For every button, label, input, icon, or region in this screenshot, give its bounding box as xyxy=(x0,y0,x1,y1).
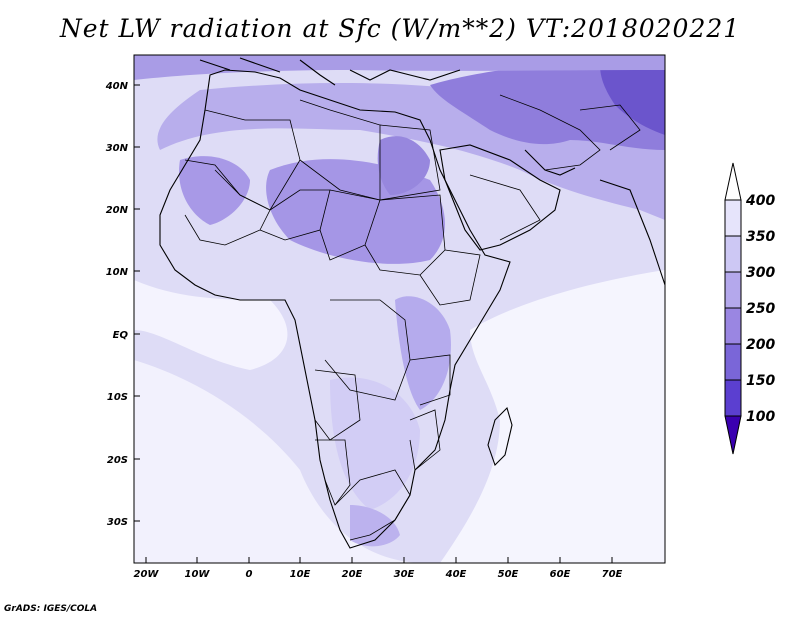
colorbar-label: 250 xyxy=(746,301,775,317)
lon-label: 10W xyxy=(185,569,211,580)
colorbar-label: 200 xyxy=(746,337,775,353)
india-coastline xyxy=(599,179,665,286)
radiation-field xyxy=(134,55,665,563)
border-tanzania xyxy=(409,354,451,406)
lon-label: 60E xyxy=(550,569,571,580)
lon-label: 10E xyxy=(290,569,311,580)
colorbar-max-arrow xyxy=(724,162,742,201)
border-iran xyxy=(499,94,601,171)
country-borders xyxy=(184,94,641,541)
lon-label: 50E xyxy=(498,569,519,580)
colorbar-swatch xyxy=(724,199,742,237)
border-libya xyxy=(299,99,381,201)
field-low-lw-indian-ocean xyxy=(440,270,665,563)
border-saudi xyxy=(469,174,541,241)
border-egypt xyxy=(379,124,441,201)
colorbar-swatch xyxy=(724,343,742,381)
border-namibia xyxy=(315,439,351,506)
field-low-lw-sw-ocean xyxy=(134,360,420,563)
colorbar-label: 150 xyxy=(746,373,775,389)
field-south-africa-tip xyxy=(350,505,400,547)
lat-label: EQ xyxy=(113,330,129,341)
field-west-sahara xyxy=(179,156,250,225)
colorbar-label: 100 xyxy=(746,409,775,425)
field-egypt xyxy=(377,136,430,195)
colorbar-swatch xyxy=(724,307,742,345)
border-sudan xyxy=(364,194,446,276)
colorbar-label: 300 xyxy=(746,265,775,281)
lon-label: 0 xyxy=(246,569,253,580)
lat-label: 40N xyxy=(105,81,129,92)
border-mali xyxy=(184,159,271,246)
field-southern-africa xyxy=(330,377,420,510)
lon-label: 30E xyxy=(394,569,415,580)
colorbar-min-arrow xyxy=(724,415,742,455)
chart-title: Net LW radiation at Sfc (W/m**2) VT:2018… xyxy=(59,14,741,43)
lat-label: 20S xyxy=(107,455,128,466)
border-chad xyxy=(319,189,381,261)
lon-label: 20E xyxy=(342,569,363,580)
lat-label: 20N xyxy=(106,205,129,216)
field-himalaya xyxy=(600,60,665,135)
colorbar-label: 350 xyxy=(746,229,775,245)
plot-frame xyxy=(133,54,666,564)
colorbar-swatch xyxy=(724,379,742,417)
lon-label: 40E xyxy=(445,569,467,580)
field-east-africa xyxy=(395,296,451,410)
colorbar-label: 400 xyxy=(745,193,775,209)
colorbar: 400 350 300 250 200 150 100 xyxy=(724,162,775,455)
field-north-edge xyxy=(134,55,665,80)
lat-label: 10N xyxy=(106,267,129,278)
grads-credit: GrADS: IGES/COLA xyxy=(4,604,98,614)
border-mozambique xyxy=(409,409,441,471)
lat-label: 30N xyxy=(106,143,129,154)
field-low-lw-gulf xyxy=(134,280,288,370)
border-south-africa xyxy=(334,469,411,541)
border-afghanistan xyxy=(579,104,641,151)
lat-axis: 40N 30N 20N 10N EQ 10S 20S 30S xyxy=(105,81,140,528)
europe-coast xyxy=(199,57,461,86)
lon-axis: 20W 10W 0 10E 20E 30E 40E 50E 60E 70E xyxy=(134,557,623,580)
lat-label: 10S xyxy=(107,392,128,403)
border-niger xyxy=(259,189,331,241)
lon-label: 70E xyxy=(602,569,623,580)
madagascar xyxy=(487,406,513,467)
lon-label: 20W xyxy=(134,569,160,580)
border-angola xyxy=(314,369,361,441)
persian-gulf xyxy=(524,149,576,176)
arabia-coastline xyxy=(439,144,561,251)
colorbar-swatch xyxy=(724,235,742,273)
border-ethiopia xyxy=(419,249,481,306)
lat-label: 30S xyxy=(107,517,128,528)
colorbar-swatch xyxy=(724,271,742,309)
